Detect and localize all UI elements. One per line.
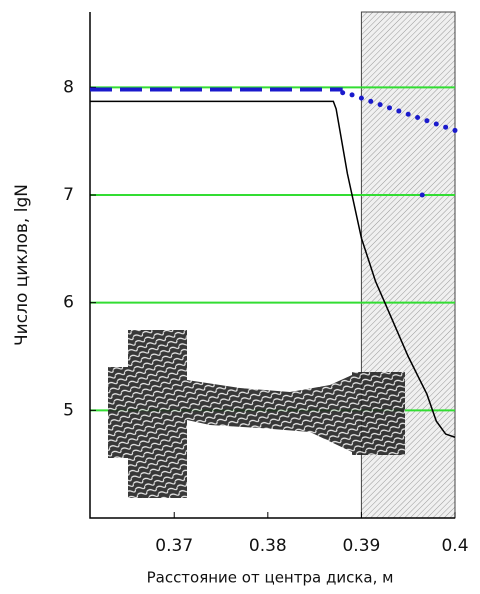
x-tick-label: 0.37 bbox=[155, 536, 193, 556]
data-point bbox=[433, 121, 439, 127]
data-point bbox=[386, 105, 392, 111]
x-axis-label: Расстояние от центра диска, м bbox=[147, 569, 394, 587]
data-point bbox=[340, 90, 346, 96]
y-tick-label: 8 bbox=[63, 77, 74, 97]
y-tick-label: 6 bbox=[63, 293, 74, 313]
data-point bbox=[424, 118, 430, 124]
data-line bbox=[90, 100, 456, 438]
y-tick-label: 5 bbox=[63, 400, 74, 420]
x-tick-label: 0.38 bbox=[249, 536, 287, 556]
y-tick-label: 7 bbox=[63, 185, 74, 205]
y-axis-label: Число циклов, lgN bbox=[12, 184, 32, 346]
axes bbox=[89, 12, 455, 519]
data-point bbox=[396, 108, 402, 114]
data-point bbox=[358, 95, 364, 101]
data-point bbox=[368, 98, 374, 104]
data-point bbox=[452, 127, 458, 133]
data-point bbox=[443, 124, 449, 130]
data-point bbox=[377, 102, 383, 108]
disk-section bbox=[108, 330, 405, 498]
data-point bbox=[405, 111, 411, 117]
x-tick-label: 0.4 bbox=[441, 536, 468, 556]
data-point bbox=[415, 115, 421, 121]
data-point bbox=[419, 192, 425, 198]
foreground-layer: 5 6 7 8 0.37 0.38 0.39 0.4 bbox=[63, 12, 469, 556]
data-point bbox=[349, 92, 355, 98]
x-tick-label: 0.39 bbox=[342, 536, 380, 556]
